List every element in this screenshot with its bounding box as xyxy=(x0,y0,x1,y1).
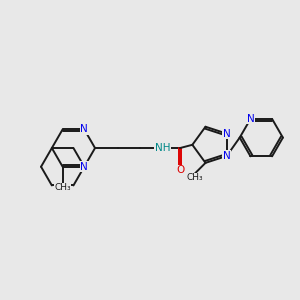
Text: NH: NH xyxy=(155,143,170,153)
Text: CH₃: CH₃ xyxy=(54,183,71,192)
Text: N: N xyxy=(80,124,88,134)
Text: N: N xyxy=(80,162,88,172)
Text: CH₃: CH₃ xyxy=(187,173,203,182)
Text: O: O xyxy=(176,165,184,175)
Text: N: N xyxy=(223,129,231,139)
Text: N: N xyxy=(223,151,231,161)
Text: N: N xyxy=(247,114,254,124)
